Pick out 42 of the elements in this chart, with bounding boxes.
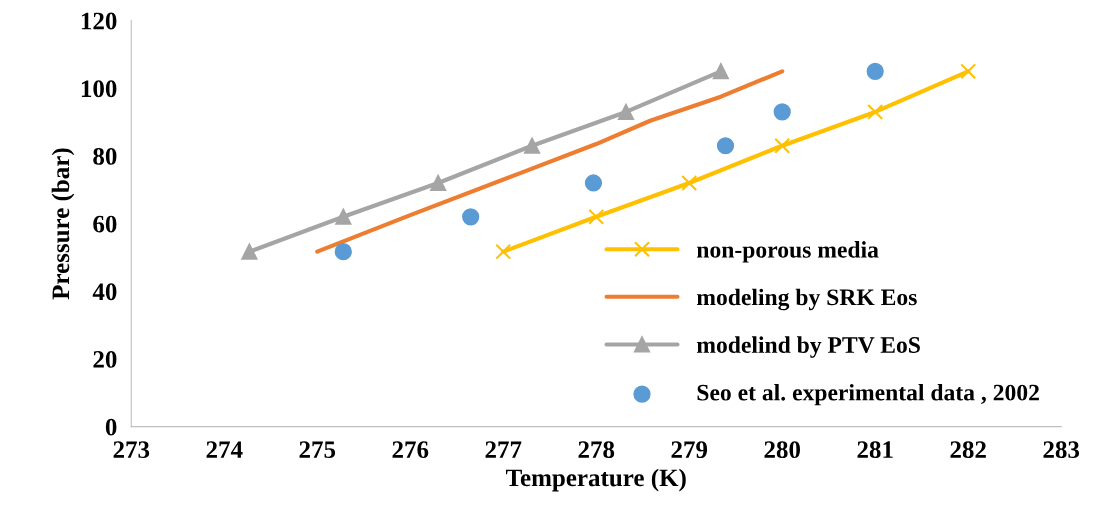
x-tick-label: 278	[578, 441, 615, 459]
point	[524, 137, 541, 154]
point	[866, 62, 884, 80]
x-tick-label: 276	[392, 441, 429, 459]
point	[588, 208, 605, 225]
point	[774, 137, 791, 154]
point	[495, 243, 512, 260]
point	[335, 208, 352, 225]
x-tick-label: 283	[1043, 441, 1080, 459]
point	[430, 175, 447, 191]
point	[334, 243, 352, 261]
point	[681, 175, 698, 191]
point	[462, 208, 480, 226]
point	[867, 103, 884, 120]
y-axis-title: Pressure (bar)	[51, 148, 75, 300]
x-tick-label: 277	[485, 441, 522, 458]
y-tick-label: 20	[93, 350, 117, 368]
legend-label: modeling by SRK Eos	[696, 288, 917, 311]
point	[960, 63, 977, 80]
x-tick-label: 274	[206, 441, 243, 458]
y-tick-label: 120	[81, 12, 117, 30]
y-tick-label: 100	[81, 80, 117, 98]
legend-label: modelind by PTV EoS	[696, 336, 920, 358]
x-tick-label: 279	[671, 441, 708, 459]
x-tick-label: 275	[299, 441, 336, 459]
point	[618, 103, 634, 120]
point	[584, 174, 603, 192]
x-tick-label: 281	[857, 441, 893, 459]
point	[773, 103, 791, 121]
y-tick-label: 60	[93, 215, 117, 233]
x-tick-label: 280	[764, 441, 801, 459]
x-axis-title: Temperature (K)	[506, 468, 686, 492]
legend-label: Seo et al. experimental data , 2002	[697, 383, 1039, 406]
x-tick-label: 282	[950, 441, 986, 459]
point	[241, 243, 258, 260]
point	[712, 63, 729, 80]
y-tick-label: 80	[93, 147, 117, 165]
y-tick-label: 40	[92, 283, 117, 301]
point	[716, 137, 735, 155]
y-tick-label: 0	[105, 418, 117, 436]
legend-label: non-porous media	[696, 241, 879, 263]
x-tick-label: 273	[113, 441, 150, 459]
